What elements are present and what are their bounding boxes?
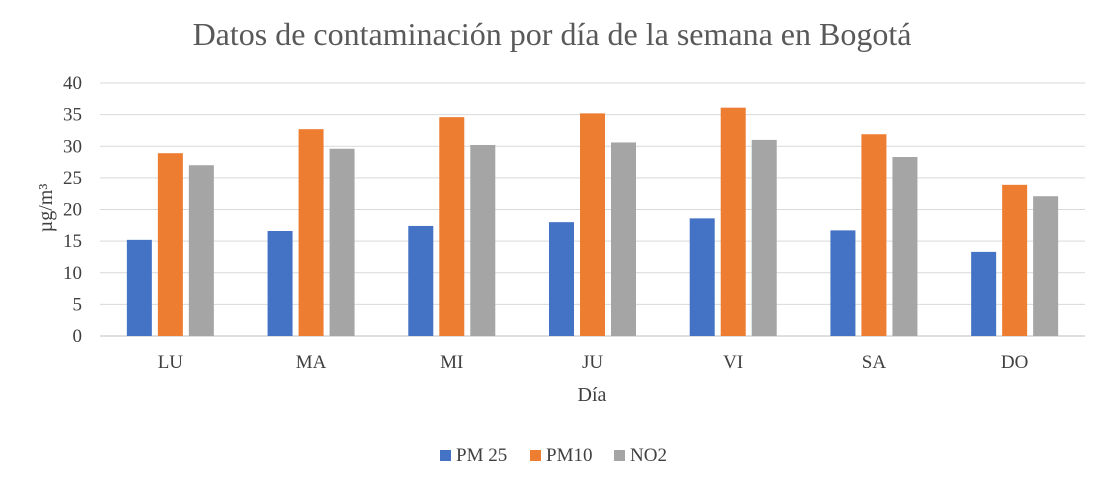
legend-label: NO2	[630, 445, 667, 466]
bar-no2-sa	[892, 157, 918, 336]
bar-no2-ma	[329, 148, 355, 336]
bar-pm25-sa	[830, 230, 856, 336]
x-tick-label: VI	[723, 352, 743, 373]
bar-no2-vi	[751, 139, 777, 336]
bar-pm25-do	[971, 251, 997, 336]
bar-pm10-ma	[298, 129, 324, 336]
legend: PM 25 PM10 NO2	[440, 445, 667, 466]
y-axis-title: µg/m³	[35, 184, 57, 233]
y-tick-label: 5	[73, 294, 83, 315]
bars	[126, 107, 1059, 336]
bar-pm25-ju	[549, 222, 574, 336]
bar-pm10-ju	[580, 113, 605, 336]
bar-pm10-sa	[861, 134, 887, 336]
bar-pm25-mi	[408, 225, 434, 336]
x-tick-label: SA	[862, 352, 887, 373]
bar-pm25-lu	[126, 239, 152, 336]
y-tick-label: 25	[63, 168, 82, 189]
bar-pm10-vi	[720, 107, 746, 336]
legend-swatch	[530, 450, 541, 461]
y-axis-ticks: 0 5 10 15 20 25 30 35 40	[63, 73, 82, 347]
legend-swatch	[614, 450, 625, 461]
x-axis-title: Día	[578, 384, 607, 406]
y-tick-label: 35	[63, 105, 82, 126]
bar-pm10-mi	[439, 117, 465, 336]
y-tick-label: 40	[63, 73, 82, 94]
legend-label: PM 25	[456, 445, 507, 466]
x-tick-label: MI	[440, 352, 463, 373]
y-tick-label: 15	[63, 231, 82, 252]
x-tick-label: DO	[1001, 352, 1028, 373]
x-axis-ticks: LU MA MI JU VI SA DO	[158, 352, 1029, 373]
bar-pm25-ma	[267, 231, 293, 336]
y-tick-label: 20	[63, 200, 82, 221]
bar-pm10-do	[1002, 184, 1028, 336]
y-tick-label: 0	[73, 326, 83, 347]
y-tick-label: 10	[63, 263, 82, 284]
bar-no2-ju	[611, 142, 636, 336]
bar-pm25-vi	[689, 218, 715, 336]
legend-label: PM10	[546, 445, 592, 466]
bar-pm10-lu	[157, 153, 183, 336]
x-tick-label: MA	[296, 352, 327, 373]
bar-no2-lu	[188, 165, 214, 336]
chart-title: Datos de contaminación por día de la sem…	[193, 16, 912, 52]
x-tick-label: JU	[582, 352, 603, 373]
bar-no2-do	[1033, 196, 1059, 336]
bar-no2-mi	[470, 144, 496, 336]
y-tick-label: 30	[63, 136, 82, 157]
legend-swatch	[440, 450, 451, 461]
x-tick-label: LU	[158, 352, 184, 373]
